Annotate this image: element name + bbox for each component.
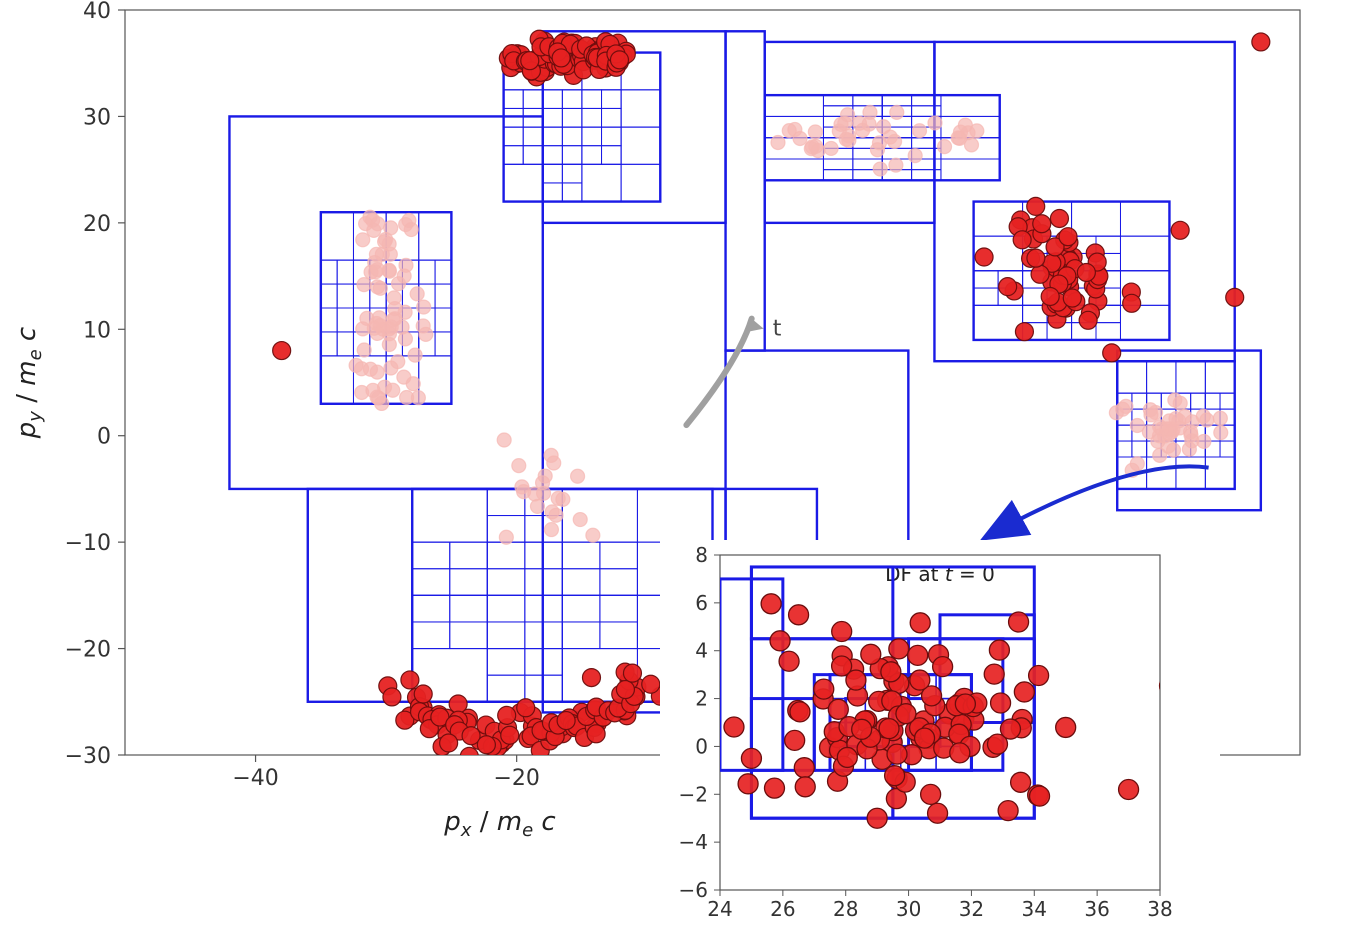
inset-plot: 2426283032343638−6−4−202468DF at t = 0 [0, 0, 1361, 925]
inset-point [790, 702, 810, 722]
inset-xtick: 32 [959, 897, 984, 921]
inset-point [852, 719, 872, 739]
inset-ytick: 0 [695, 734, 708, 758]
inset-point [1030, 786, 1050, 806]
inset-point [795, 777, 815, 797]
inset-point [867, 808, 887, 828]
inset-point [1056, 717, 1076, 737]
inset-point [910, 670, 930, 690]
inset-xtick: 28 [833, 897, 858, 921]
inset-point [915, 728, 935, 748]
inset-ytick: 6 [695, 591, 708, 615]
inset-point [861, 644, 881, 664]
inset-point [1014, 682, 1034, 702]
inset-point [1029, 665, 1049, 685]
inset-point [789, 605, 809, 625]
inset-point [955, 694, 975, 714]
inset-ytick: 8 [695, 543, 708, 567]
inset-ytick: −2 [679, 782, 708, 806]
inset-point [837, 747, 857, 767]
inset-point [828, 699, 848, 719]
inset-point [998, 801, 1018, 821]
inset-point [1000, 719, 1020, 739]
inset-point [794, 758, 814, 778]
inset-point [761, 594, 781, 614]
inset-point [1119, 780, 1139, 800]
inset-point [921, 784, 941, 804]
inset-point [928, 803, 948, 823]
inset-point [785, 730, 805, 750]
inset-ytick: −4 [679, 830, 708, 854]
inset-point [779, 651, 799, 671]
inset-ytick: −6 [679, 878, 708, 902]
inset-xtick: 34 [1022, 897, 1047, 921]
inset-point [724, 717, 744, 737]
inset-point [910, 613, 930, 633]
inset-point [832, 622, 852, 642]
inset-point [770, 631, 790, 651]
inset-point [1011, 772, 1031, 792]
inset-xtick: 36 [1084, 897, 1109, 921]
inset-point [896, 704, 916, 724]
inset-point [814, 679, 834, 699]
inset-point [741, 748, 761, 768]
inset-xtick: 38 [1147, 897, 1172, 921]
inset-point [879, 719, 899, 739]
inset-point [738, 774, 758, 794]
inset-xtick: 24 [707, 897, 732, 921]
inset-point [887, 744, 907, 764]
inset-point [908, 645, 928, 665]
inset-point [933, 657, 953, 677]
inset-ytick: 2 [695, 687, 708, 711]
inset-xtick: 30 [896, 897, 921, 921]
inset-point [989, 640, 1009, 660]
inset-ytick: 4 [695, 639, 708, 663]
inset-point [991, 693, 1011, 713]
inset-xtick: 26 [770, 897, 795, 921]
inset-point [885, 766, 905, 786]
inset-point [889, 639, 909, 659]
inset-point [1009, 612, 1029, 632]
inset-point [984, 664, 1004, 684]
inset-point [881, 662, 901, 682]
inset-point [832, 656, 852, 676]
inset-point [764, 778, 784, 798]
inset-point [950, 743, 970, 763]
